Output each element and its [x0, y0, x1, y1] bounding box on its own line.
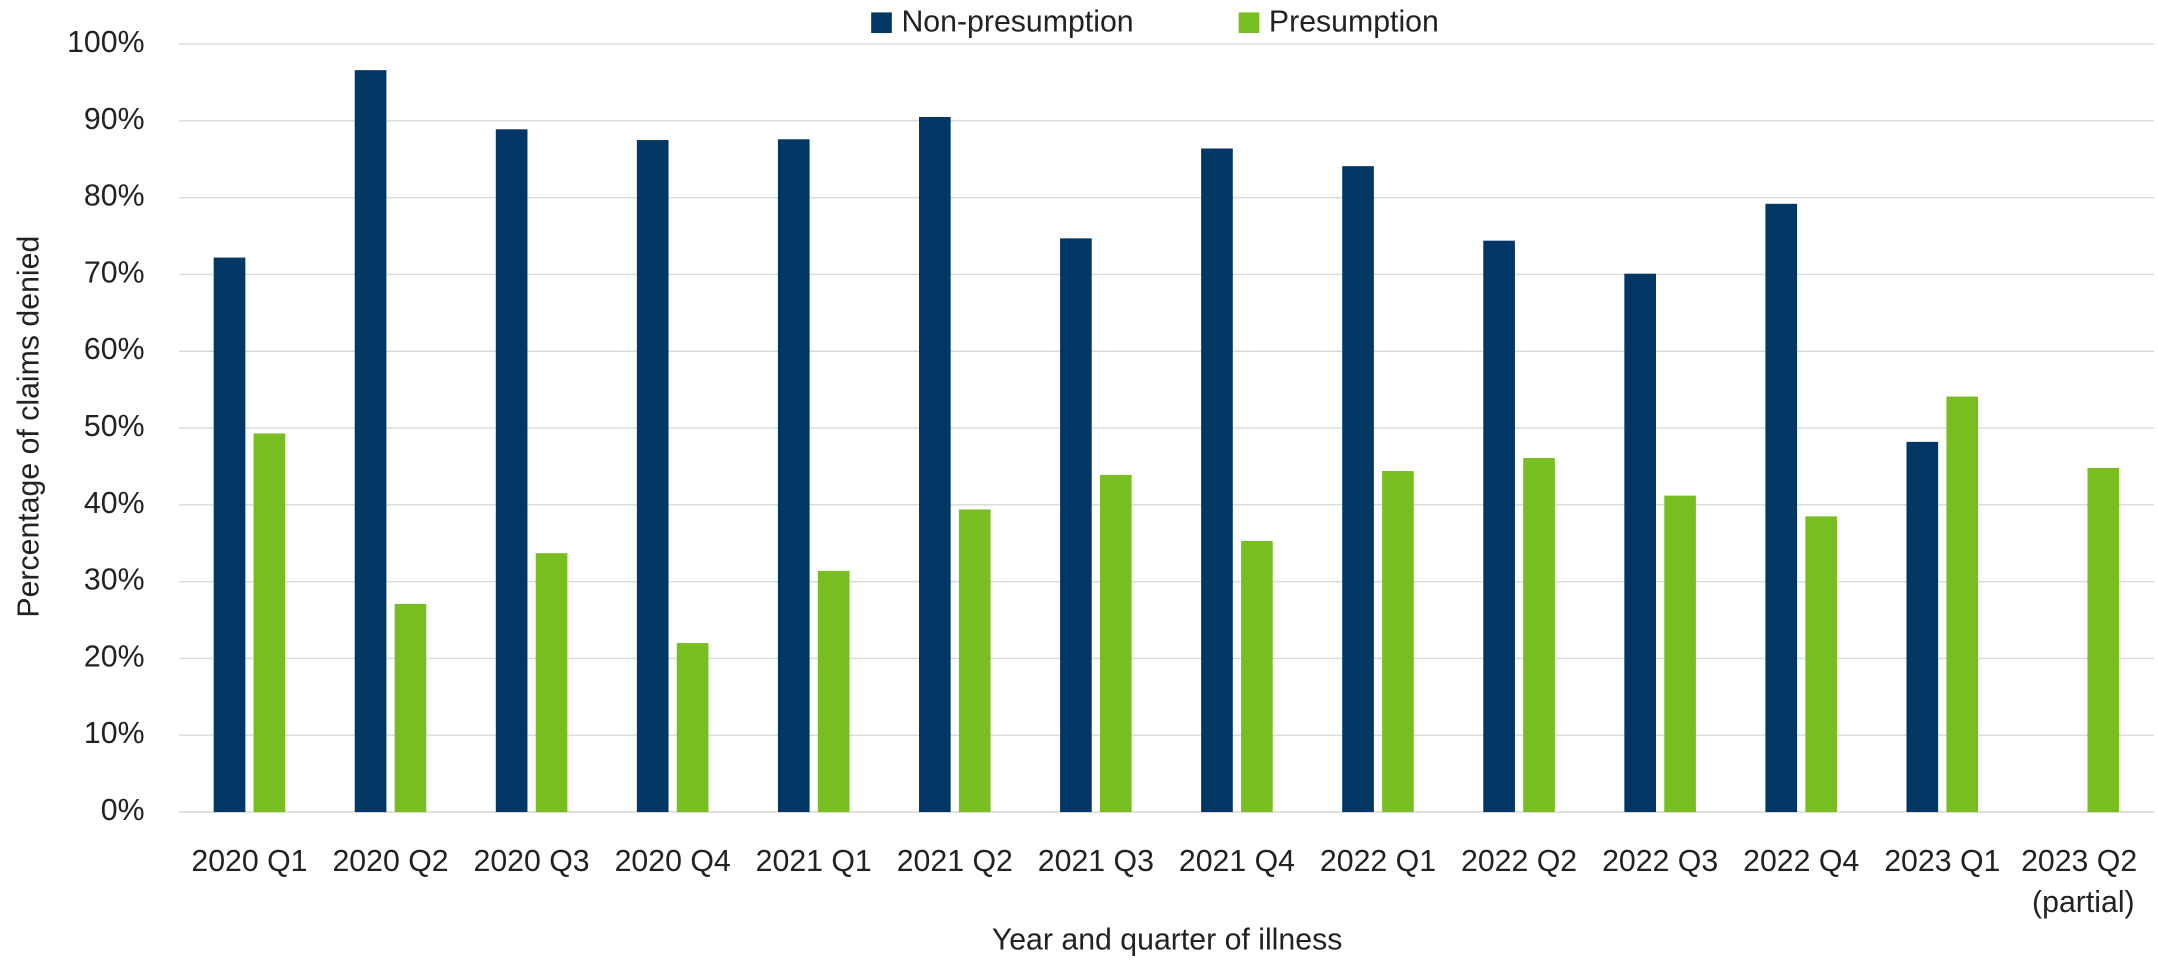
bar [1099, 474, 1132, 813]
x-tick-label: 2023 Q1 [1884, 845, 2000, 878]
y-tick-label: 100% [67, 26, 144, 59]
x-tick-label: 2020 Q4 [615, 845, 731, 878]
bar [1342, 166, 1374, 813]
y-tick-label: 20% [84, 640, 145, 673]
y-tick-label: 10% [84, 717, 145, 750]
bar [676, 643, 709, 813]
y-tick-label: 0% [101, 794, 145, 827]
bar [1523, 457, 1555, 813]
x-tick-line: 2023 Q2 [2021, 845, 2146, 878]
y-axis-title: Percentage of claims denied [12, 236, 45, 618]
x-tick-label: 2020 Q2 [332, 845, 448, 878]
bar [636, 140, 669, 813]
bar [1906, 441, 1939, 813]
bar [1241, 540, 1273, 813]
x-tick-label: 2020 Q1 [191, 845, 307, 878]
x-tick-label: 2022 Q1 [1320, 845, 1436, 878]
bar [253, 433, 286, 813]
bar [495, 129, 528, 813]
y-tick-label: 30% [84, 564, 145, 597]
bar [1060, 238, 1092, 813]
x-tick-label: 2022 Q2 [1461, 845, 1577, 878]
bar [777, 139, 810, 813]
x-tick-label: 2023 Q2 (partial) [2021, 845, 2146, 919]
legend-label: Presumption [1269, 5, 1439, 38]
y-tick-label: 80% [84, 180, 145, 213]
bar [1201, 148, 1233, 813]
x-tick-label: 2020 Q3 [474, 845, 590, 878]
bar [1664, 495, 1696, 813]
bar [394, 603, 427, 813]
bar [1624, 273, 1657, 813]
bar [1382, 471, 1414, 813]
y-tick-label: 60% [84, 333, 145, 366]
bar [1765, 203, 1798, 813]
bar [1946, 396, 1979, 813]
legend-swatch [1238, 12, 1260, 34]
x-tick-label: 2021 Q1 [756, 845, 872, 878]
bar [535, 553, 568, 813]
y-tick-label: 90% [84, 103, 145, 136]
x-tick-line: (partial) [2032, 886, 2135, 919]
bar [919, 117, 951, 813]
x-tick-label: 2021 Q2 [897, 845, 1013, 878]
x-tick-label: 2021 Q4 [1179, 845, 1295, 878]
legend-label: Non-presumption [901, 5, 1133, 38]
x-tick-label: 2021 Q3 [1038, 845, 1154, 878]
bar [817, 570, 850, 813]
bar [1483, 240, 1515, 813]
legend-swatch [871, 12, 892, 34]
bar [213, 257, 246, 813]
y-tick-label: 50% [84, 410, 145, 443]
y-tick-label: 40% [84, 487, 145, 520]
y-tick-label: 70% [84, 256, 145, 289]
x-axis-title: Year and quarter of illness [992, 923, 1343, 956]
bar [1805, 516, 1837, 813]
bar [958, 509, 991, 813]
x-tick-label: 2022 Q4 [1743, 845, 1859, 878]
bar [354, 70, 387, 813]
bar [2087, 467, 2120, 813]
x-tick-label: 2022 Q3 [1602, 845, 1718, 878]
